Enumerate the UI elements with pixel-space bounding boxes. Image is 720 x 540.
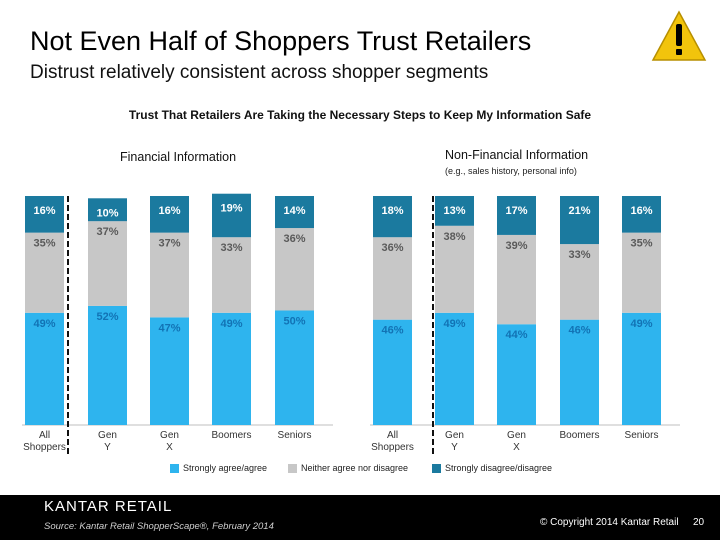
data-label: 16% (158, 205, 180, 217)
bar-segment (88, 305, 127, 425)
bar-segment (25, 196, 64, 233)
data-label: 16% (33, 205, 55, 217)
data-label: 14% (283, 205, 305, 217)
category-label: X (513, 442, 520, 453)
data-label: 16% (630, 205, 652, 217)
data-label: 18% (381, 205, 403, 217)
category-label: All (387, 430, 398, 441)
bar-segment (560, 196, 599, 245)
category-label: Boomers (211, 430, 251, 441)
data-label: 33% (220, 242, 242, 254)
bar-segment (497, 324, 536, 425)
category-label: Gen (507, 430, 526, 441)
legend-item-disagree: Strongly disagree/disagree (432, 463, 552, 473)
legend-swatch-disagree (432, 463, 441, 473)
copyright: © Copyright 2014 Kantar Retail (540, 517, 679, 528)
category-label: Shoppers (371, 442, 414, 453)
slide-subtitle: Distrust relatively consistent across sh… (30, 62, 489, 83)
legend-label-neutral: Neither agree nor disagree (301, 463, 409, 473)
category-label: X (166, 442, 173, 453)
bar-segment (88, 221, 127, 306)
data-label: 49% (220, 318, 242, 330)
data-label: 13% (443, 205, 465, 217)
bar-segment (497, 234, 536, 325)
data-label: 49% (630, 318, 652, 330)
bar-segment (373, 319, 412, 425)
data-label: 37% (96, 226, 118, 238)
data-label: 33% (568, 249, 590, 261)
data-label: 49% (443, 318, 465, 330)
bar-segment (560, 319, 599, 425)
exclamation-warning-icon (651, 10, 707, 61)
data-label: 52% (96, 311, 118, 323)
legend-label-disagree: Strongly disagree/disagree (445, 463, 553, 473)
category-label: All (39, 430, 50, 441)
bar-segment (622, 196, 661, 233)
source-note: Source: Kantar Retail ShopperScape®, Feb… (44, 521, 274, 532)
bar-segment (25, 232, 64, 313)
bar-segment (622, 312, 661, 425)
data-label: 36% (283, 233, 305, 245)
data-label: 50% (283, 316, 305, 328)
slide-title: Not Even Half of Shoppers Trust Retailer… (30, 26, 532, 56)
stacked-bar-chart: 49%35%16%AllShoppers52%37%10%GenY47%37%1… (22, 193, 680, 455)
chart-title: Trust That Retailers Are Taking the Nece… (128, 108, 592, 122)
bar-segment (373, 237, 412, 320)
category-label: Boomers (559, 430, 599, 441)
data-label: 36% (381, 242, 403, 254)
bar-segment (622, 232, 661, 313)
data-label: 37% (158, 238, 180, 250)
bar-segment (212, 312, 251, 425)
bar-segment (212, 193, 251, 238)
category-label: Y (104, 442, 111, 453)
bar-segment (88, 198, 127, 222)
legend-item-agree: Strongly agree/agree (170, 463, 267, 473)
bar-segment (212, 237, 251, 313)
legend-label-agree: Strongly agree/agree (183, 463, 268, 473)
legend-swatch-agree (170, 463, 179, 473)
data-label: 21% (568, 205, 590, 217)
data-label: 46% (381, 325, 403, 337)
category-label: Seniors (278, 430, 312, 441)
data-label: 46% (568, 325, 590, 337)
category-label: Y (451, 442, 458, 453)
bar-segment (560, 244, 599, 320)
bar-segment (150, 196, 189, 233)
data-label: 38% (443, 231, 465, 243)
bar-segment (150, 232, 189, 318)
data-label: 10% (96, 207, 118, 219)
bar-segment (497, 196, 536, 235)
footer-bar (0, 495, 720, 540)
bar-segment (275, 196, 314, 229)
brand-logo: KANTAR RETAIL (44, 498, 173, 515)
bar-segment (373, 196, 412, 238)
bar-segment (275, 228, 314, 311)
bar-segment (435, 196, 474, 226)
data-label: 17% (505, 205, 527, 217)
category-label: Gen (445, 430, 464, 441)
page-number: 20 (693, 517, 705, 528)
bar-segment (150, 317, 189, 425)
legend-swatch-neutral (288, 463, 297, 473)
panel-title-financial: Financial Information (120, 150, 237, 164)
data-label: 44% (505, 329, 527, 341)
data-label: 39% (505, 240, 527, 252)
category-label: Gen (160, 430, 179, 441)
panel-subtitle-non-financial: (e.g., sales history, personal info) (445, 166, 577, 176)
data-label: 35% (630, 238, 652, 250)
category-label: Gen (98, 430, 117, 441)
data-label: 19% (220, 203, 242, 215)
bar-segment (25, 312, 64, 425)
category-label: Seniors (625, 430, 659, 441)
data-label: 47% (158, 322, 180, 334)
data-label: 35% (33, 238, 55, 250)
legend-item-neutral: Neither agree nor disagree (288, 463, 408, 473)
data-label: 49% (33, 318, 55, 330)
panel-title-non-financial: Non-Financial Information (445, 148, 589, 162)
bar-segment (275, 310, 314, 425)
bar-segment (435, 312, 474, 425)
category-label: Shoppers (23, 442, 66, 453)
bar-segment (435, 225, 474, 313)
